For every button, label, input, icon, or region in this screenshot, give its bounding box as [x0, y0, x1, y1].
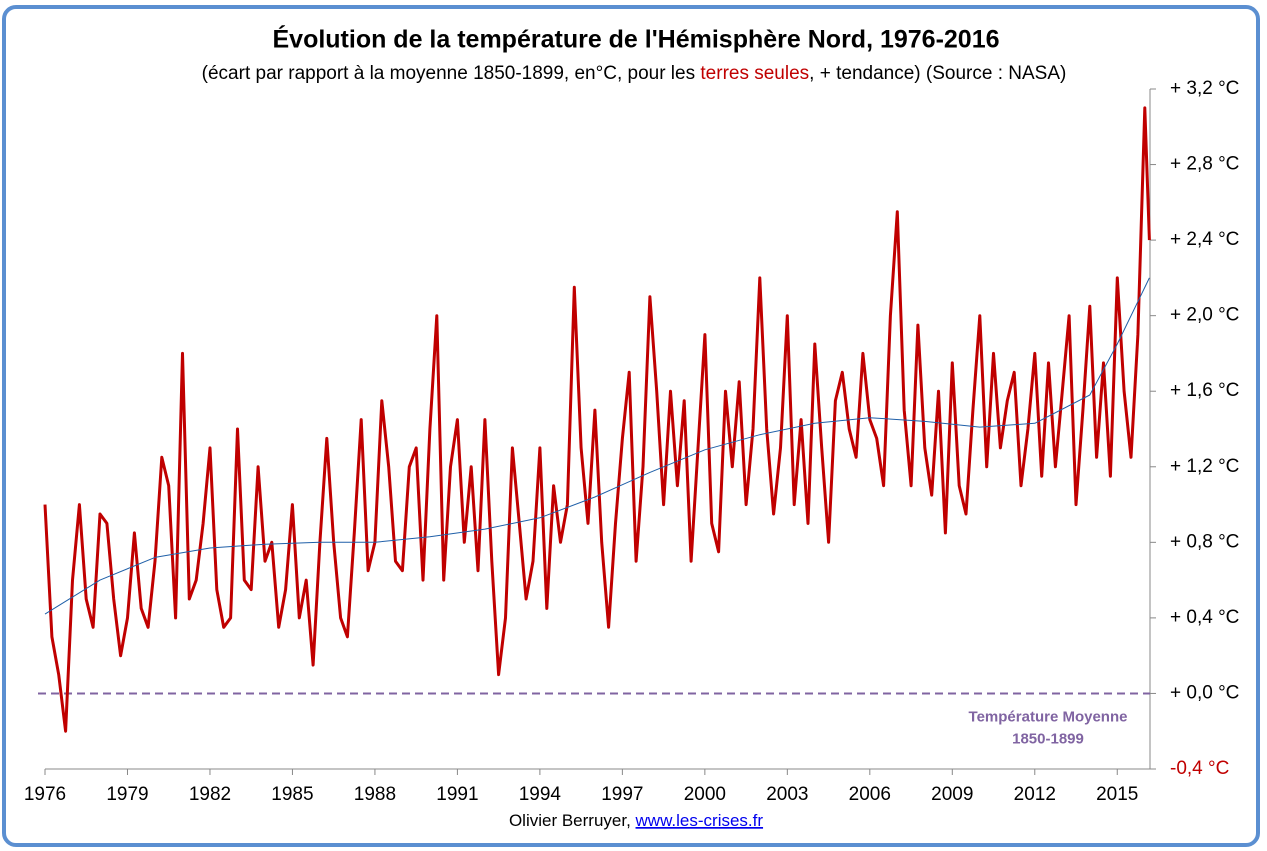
subtitle-part: terres seules [700, 63, 809, 84]
line-series [43, 106, 1151, 733]
y-tick-label: + 2,0 °C [1170, 305, 1239, 326]
y-tick-label: + 0,0 °C [1170, 682, 1239, 703]
x-tick-label: 2015 [1096, 784, 1138, 805]
annotation: 1850-1899 [1012, 730, 1084, 747]
line-series [44, 277, 1150, 615]
footer-author: Olivier Berruyer, [509, 811, 636, 830]
y-tick-label: + 2,8 °C [1170, 154, 1239, 175]
x-tick-label: 1985 [271, 784, 313, 805]
y-tick-label: -0,4 °C [1170, 758, 1229, 779]
y-tick-label: + 1,6 °C [1170, 380, 1239, 401]
y-tick-label: + 3,2 °C [1170, 78, 1239, 99]
x-tick-label: 1997 [601, 784, 643, 805]
subtitle-part: , + tendance) (Source : NASA) [809, 63, 1066, 84]
x-tick-label: 1979 [106, 784, 148, 805]
y-tick-label: + 1,2 °C [1170, 456, 1239, 477]
x-tick-label: 2000 [684, 784, 726, 805]
x-tick-label: 1988 [354, 784, 396, 805]
y-tick-label: + 0,8 °C [1170, 531, 1239, 552]
x-tick-label: 1976 [24, 784, 66, 805]
x-tick-label: 2003 [766, 784, 808, 805]
x-tick-label: 1994 [519, 784, 562, 805]
y-tick-label: + 2,4 °C [1170, 229, 1239, 250]
x-tick-label: 1991 [436, 784, 478, 805]
x-tick-label: 2009 [931, 784, 973, 805]
footer: Olivier Berruyer, www.les-crises.fr [509, 811, 763, 830]
annotation: Température Moyenne [969, 708, 1128, 725]
x-tick-label: 2012 [1014, 784, 1056, 805]
chart-title: Évolution de la température de l'Hémisph… [272, 25, 999, 54]
y-tick-label: + 0,4 °C [1170, 607, 1239, 628]
x-tick-label: 2006 [849, 784, 891, 805]
chart-subtitle: (écart par rapport à la moyenne 1850-189… [202, 63, 1067, 84]
subtitle-part: (écart par rapport à la moyenne 1850-189… [202, 63, 701, 84]
x-tick-label: 1982 [189, 784, 231, 805]
footer-link[interactable]: www.les-crises.fr [635, 811, 764, 830]
